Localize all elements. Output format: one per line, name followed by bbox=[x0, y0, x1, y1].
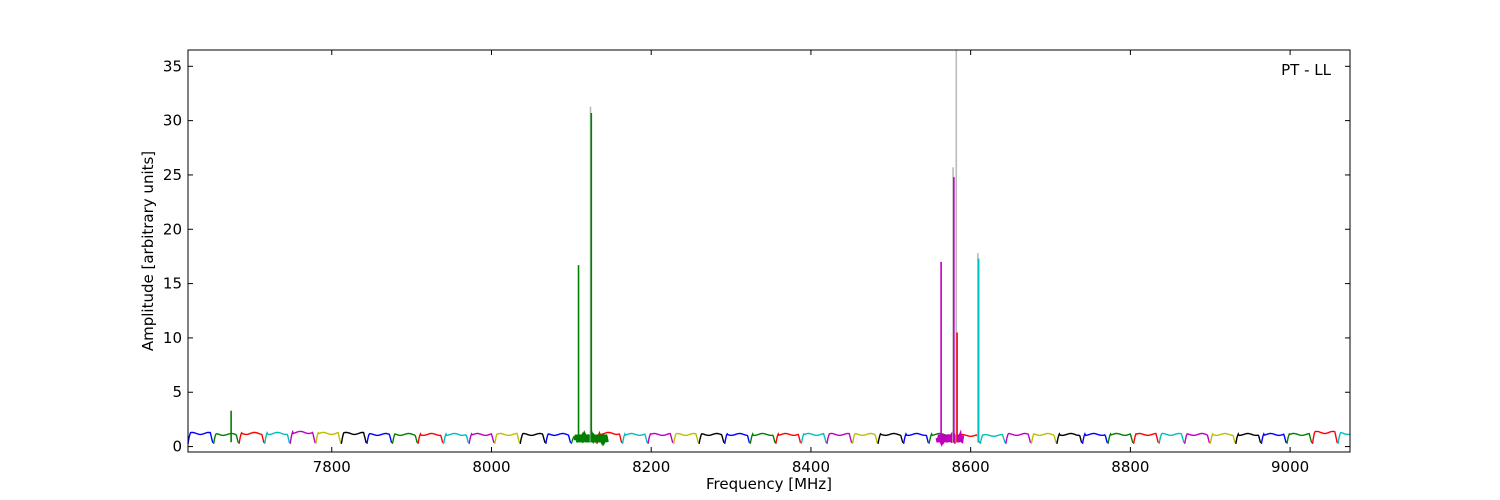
channel-curve-20 bbox=[698, 432, 725, 445]
spectrum-series bbox=[187, 429, 1351, 448]
channel-curve-9 bbox=[417, 432, 444, 445]
channel-curve-42 bbox=[1260, 432, 1287, 445]
y-tick-label-5: 25 bbox=[163, 166, 182, 184]
channel-curve-6 bbox=[340, 431, 367, 445]
channel-curve-0 bbox=[187, 431, 214, 445]
y-tick-label-2: 10 bbox=[163, 329, 182, 347]
y-tick-label-3: 15 bbox=[163, 275, 182, 293]
channel-curve-31 bbox=[979, 433, 1006, 445]
channel-curve-23 bbox=[775, 432, 802, 445]
channel-curve-39 bbox=[1184, 432, 1211, 445]
channel-curve-45 bbox=[1337, 431, 1351, 445]
y-axis-ticks: 0 5 10 15 20 25 30 35 bbox=[163, 57, 1350, 456]
y-tick-label-0: 0 bbox=[172, 438, 182, 456]
channel-curve-17 bbox=[621, 432, 648, 445]
plot-frame bbox=[187, 49, 1351, 453]
channel-curve-44 bbox=[1311, 430, 1338, 445]
channel-curve-22 bbox=[749, 432, 776, 445]
spike-lines bbox=[230, 50, 980, 443]
channel-curve-25 bbox=[826, 432, 853, 445]
plot-annotation: PT - LL bbox=[1281, 61, 1332, 79]
channel-curve-40 bbox=[1209, 432, 1236, 445]
channel-curve-14 bbox=[545, 432, 572, 445]
channel-curve-38 bbox=[1158, 432, 1185, 445]
channel-curve-18 bbox=[647, 432, 674, 445]
x-tick-label-0: 7800 bbox=[313, 458, 351, 476]
channel-curve-16 bbox=[596, 430, 623, 445]
y-tick-label-1: 5 bbox=[172, 383, 182, 401]
channel-curve-26 bbox=[851, 432, 878, 445]
channel-curve-7 bbox=[366, 432, 393, 445]
channel-curve-43 bbox=[1286, 432, 1313, 445]
x-axis-title: Frequency [MHz] bbox=[706, 475, 832, 493]
channel-curve-33 bbox=[1030, 432, 1057, 445]
x-tick-label-6: 9000 bbox=[1271, 458, 1309, 476]
plot-background bbox=[188, 50, 1350, 452]
channel-curve-12 bbox=[494, 432, 521, 445]
x-tick-label-3: 8400 bbox=[792, 458, 830, 476]
channel-curve-27 bbox=[877, 432, 904, 445]
channel-curve-21 bbox=[724, 432, 751, 445]
channel-curve-5 bbox=[315, 431, 342, 445]
channel-curve-19 bbox=[672, 432, 699, 445]
channel-curve-35 bbox=[1081, 432, 1108, 445]
channel-curve-3 bbox=[264, 430, 291, 445]
x-tick-label-5: 8800 bbox=[1111, 458, 1149, 476]
channel-curve-37 bbox=[1132, 432, 1159, 445]
channel-curve-8 bbox=[391, 432, 418, 445]
y-tick-label-7: 35 bbox=[163, 57, 182, 75]
channel-curve-32 bbox=[1005, 432, 1032, 445]
channel-curve-4 bbox=[289, 429, 316, 445]
channel-curve-10 bbox=[442, 432, 469, 445]
x-tick-label-2: 8200 bbox=[632, 458, 670, 476]
channel-curve-2 bbox=[238, 431, 265, 445]
y-axis-title: Amplitude [arbitrary units] bbox=[139, 151, 157, 351]
x-tick-label-1: 8000 bbox=[472, 458, 510, 476]
channel-curve-13 bbox=[519, 432, 546, 445]
channel-curve-28 bbox=[902, 432, 929, 445]
channel-curve-41 bbox=[1235, 432, 1262, 445]
channel-curve-11 bbox=[468, 432, 495, 445]
channel-curve-36 bbox=[1107, 432, 1134, 445]
channel-curve-24 bbox=[800, 432, 827, 445]
x-axis-ticks: 7800 8000 8200 8400 8600 8800 9000 bbox=[313, 50, 1309, 476]
y-tick-label-6: 30 bbox=[163, 112, 182, 130]
channel-curve-1 bbox=[212, 432, 239, 445]
x-tick-label-4: 8600 bbox=[952, 458, 990, 476]
y-tick-label-4: 20 bbox=[163, 220, 182, 238]
channel-curve-34 bbox=[1056, 432, 1083, 445]
